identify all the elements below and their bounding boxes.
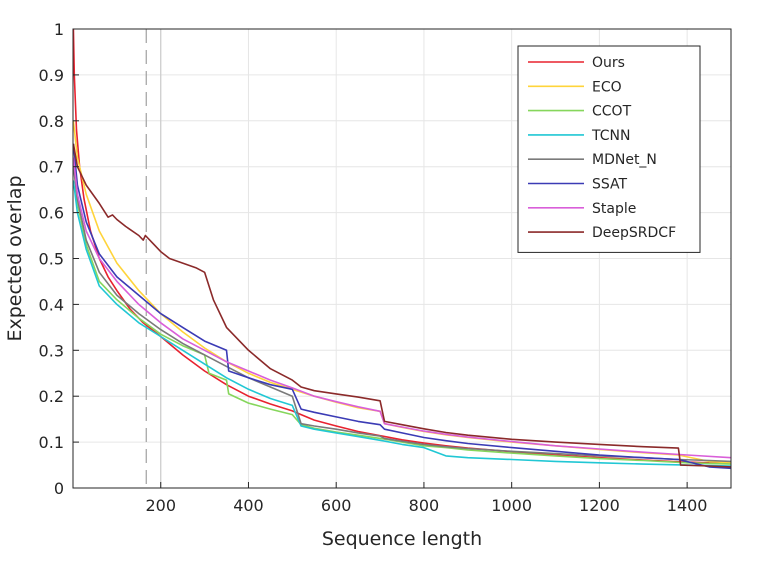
y-tick-label: 0.5 [39,250,64,269]
y-tick-label: 0.7 [39,158,64,177]
y-tick-label: 0.3 [39,341,64,360]
legend-label: Ours [592,55,625,71]
tick-labels: 200 400 600 800 1000 1200 1400 0 0.1 0.2 0.3 0.4 0.5… [39,20,708,515]
series-line-ccot [72,157,732,465]
y-tick-label: 0.1 [39,433,64,452]
legend-label: SSAT [592,177,628,193]
x-tick-label: 1200 [579,496,620,515]
y-tick-label: 0 [54,479,64,498]
vertical-markers [145,29,162,488]
series-line-staple [72,157,732,459]
y-axis-label: Expected overlap [4,175,26,341]
y-tick-label: 0.4 [39,295,64,314]
legend-label: ECO [592,79,622,95]
legend-label: TCNN [591,128,630,144]
x-tick-label: 1400 [667,496,708,515]
legend-box [517,45,701,253]
series-line-deepsrdcf [72,143,732,468]
legend-label: DeepSRDCF [592,225,676,241]
x-tick-label: 600 [321,496,352,515]
legend: Ours ECO CCOT TCNN MDNet_N SSAT Staple DeepSRDC… [517,45,701,253]
series-line-mdnet-n [72,166,732,463]
legend-label: CCOT [592,104,632,120]
series-group [72,28,732,470]
x-tick-label: 1000 [491,496,532,515]
legend-label: MDNet_N [592,152,657,168]
x-tick-label: 200 [145,496,176,515]
series-line-ssat [72,143,732,470]
series-line-tcnn [72,180,732,467]
legend-label: Staple [592,201,636,217]
y-tick-label: 0.9 [39,66,64,85]
x-tick-label: 400 [233,496,264,515]
y-tick-label: 0.6 [39,204,64,223]
x-axis-label: Sequence length [322,528,482,550]
y-tick-label: 1 [54,20,64,39]
y-tick-label: 0.2 [39,387,64,406]
y-tick-label: 0.8 [39,112,64,131]
x-tick-label: 800 [409,496,440,515]
